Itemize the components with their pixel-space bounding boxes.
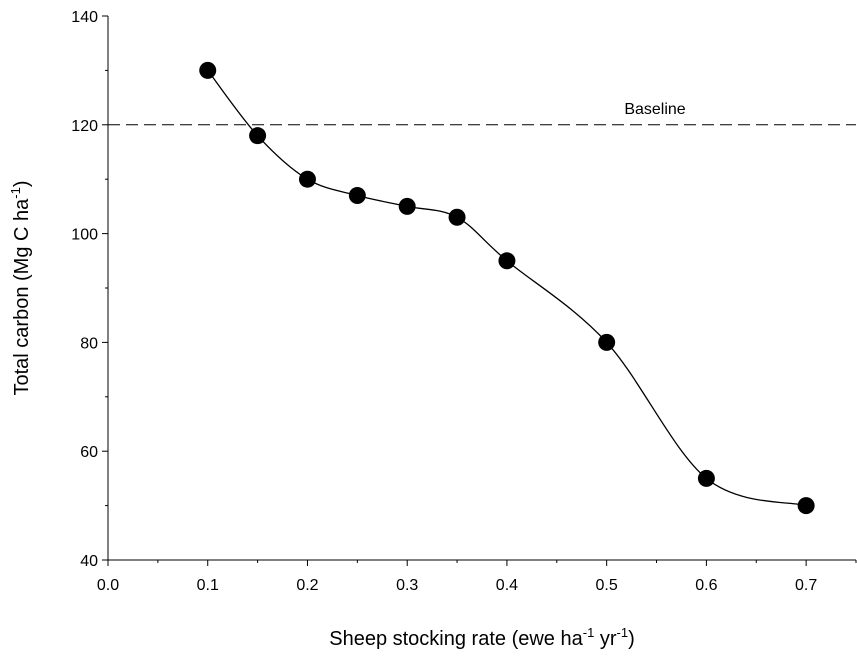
data-points <box>199 61 815 515</box>
x-tick-label: 0.4 <box>496 577 518 594</box>
x-tick-label: 0.7 <box>795 577 817 594</box>
x-axis-label: Sheep stocking rate (ewe ha-1 yr-1) <box>329 625 635 650</box>
x-ticks: 0.0 0.1 0.2 0.3 0.4 0.5 0.6 0.7 <box>97 560 857 594</box>
x-tick-label: 0.2 <box>296 577 318 594</box>
y-ticks: 40 60 80 100 120 140 <box>71 9 108 570</box>
x-tick-label: 0.5 <box>596 577 618 594</box>
data-point <box>697 469 715 487</box>
baseline-group: Baseline <box>108 101 856 126</box>
y-tick-label: 80 <box>80 335 98 352</box>
data-point <box>797 497 815 515</box>
y-tick-label: 140 <box>71 9 98 26</box>
y-tick-label: 120 <box>71 118 98 135</box>
data-point <box>298 170 316 188</box>
y-tick-label: 100 <box>71 227 98 244</box>
baseline-label: Baseline <box>624 101 685 118</box>
data-point <box>448 208 466 226</box>
x-tick-label: 0.6 <box>695 577 717 594</box>
data-point <box>498 252 516 270</box>
data-point <box>398 197 416 215</box>
data-point <box>199 61 217 79</box>
series-curve <box>207 70 807 507</box>
data-point <box>598 333 616 351</box>
y-tick-label: 40 <box>80 553 98 570</box>
x-tick-label: 0.0 <box>97 577 119 594</box>
y-axis-label: Total carbon (Mg C ha-1) <box>8 181 33 396</box>
plot-frame <box>107 16 856 561</box>
data-point <box>348 187 366 205</box>
x-tick-label: 0.3 <box>396 577 418 594</box>
x-tick-label: 0.1 <box>197 577 219 594</box>
y-tick-label: 60 <box>80 444 98 461</box>
data-point <box>249 127 267 145</box>
